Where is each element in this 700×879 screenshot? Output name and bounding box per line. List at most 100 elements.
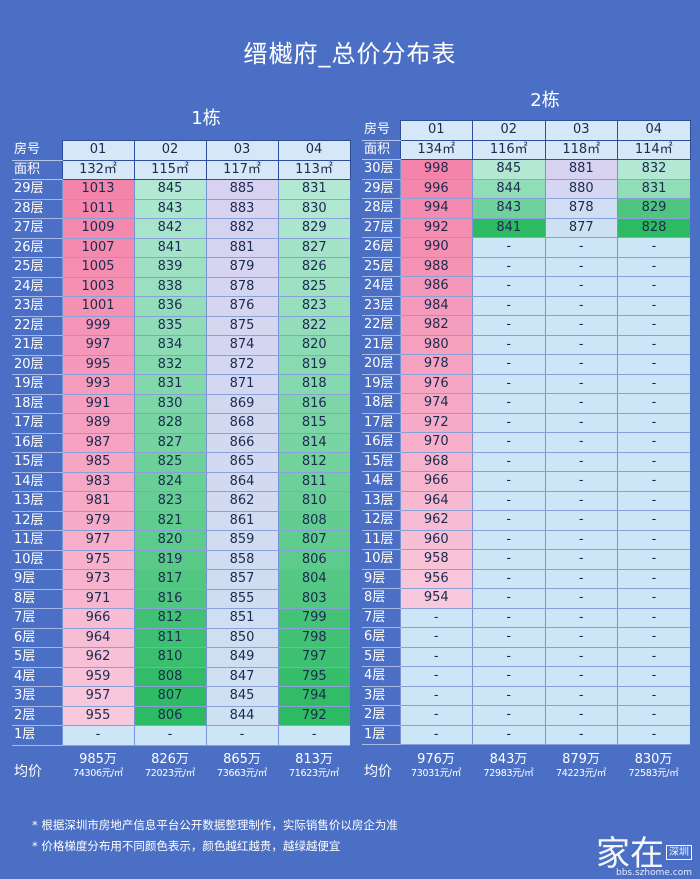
- floor-label: 8层: [362, 588, 400, 609]
- floor-row: 25层 988- - -: [362, 257, 690, 277]
- floor-label: 6层: [362, 627, 400, 648]
- building-title: 2栋: [530, 90, 560, 111]
- price-cell: 956: [399, 569, 473, 589]
- floor-row: 7层 - - - -: [362, 608, 690, 628]
- avg-cell: 843万 72983元/㎡: [473, 753, 545, 781]
- floor-row: 2层 955 806 844 792: [12, 706, 350, 726]
- price-cell: 827: [277, 238, 350, 258]
- floor-label: 23层: [362, 296, 400, 316]
- price-cell: 827: [133, 433, 206, 453]
- price-cell: -: [472, 608, 545, 628]
- price-cell: -: [544, 413, 618, 433]
- price-cell: 881: [544, 159, 618, 180]
- price-cell: -: [617, 510, 690, 531]
- price-cell: 989: [61, 413, 134, 434]
- floor-label: 13层: [12, 491, 62, 512]
- price-cell: -: [544, 588, 618, 609]
- price-cell: 957: [61, 686, 134, 707]
- price-cell: -: [544, 491, 618, 511]
- price-cell: 875: [205, 316, 278, 336]
- price-cell: 829: [617, 198, 690, 219]
- price-cell: 871: [205, 374, 278, 395]
- floor-label: 30层: [362, 159, 400, 180]
- price-cell: -: [472, 335, 545, 355]
- floor-row: 3层 - - - -: [362, 686, 690, 706]
- row-label: 房号: [12, 140, 62, 161]
- price-cell: -: [544, 374, 618, 394]
- price-cell: 855: [205, 589, 278, 609]
- floor-label: 27层: [362, 218, 400, 238]
- price-cell: 803: [277, 589, 350, 609]
- price-cell: -: [544, 686, 618, 706]
- floor-label: 7层: [362, 608, 400, 628]
- price-cell: 816: [277, 394, 350, 414]
- price-cell: 997: [61, 335, 134, 356]
- price-cell: 995: [61, 355, 134, 375]
- avg-label: 均价: [14, 764, 42, 780]
- floor-row: 6层 - - - -: [362, 627, 690, 648]
- price-cell: 962: [399, 510, 473, 531]
- price-cell: 883: [205, 199, 278, 219]
- floor-label: 4层: [12, 667, 62, 687]
- price-cell: 845: [205, 686, 278, 707]
- price-cell: 843: [133, 199, 206, 219]
- floor-row: 10层 975 819 858 806: [12, 550, 350, 570]
- floor-row: 6层 964 811 850 798: [12, 628, 350, 648]
- price-cell: 828: [617, 218, 690, 238]
- floor-label: 4层: [362, 666, 400, 687]
- price-cell: 816: [133, 589, 206, 609]
- price-cell: -: [544, 452, 618, 472]
- avg-total: 843万: [489, 752, 528, 767]
- floor-row: 11层 960- - -: [362, 530, 690, 550]
- floor-row: 24层 1003 838 878 825: [12, 277, 350, 297]
- price-cell: -: [617, 686, 690, 706]
- logo-sub: 深圳: [666, 845, 692, 860]
- floor-label: 28层: [362, 198, 400, 219]
- price-cell: -: [399, 705, 473, 726]
- price-cell: 794: [277, 686, 350, 707]
- price-cell: -: [544, 354, 618, 375]
- price-cell: 868: [205, 413, 278, 434]
- price-cell: 810: [133, 647, 206, 668]
- price-cell: -: [617, 257, 690, 277]
- price-cell: 1007: [61, 238, 134, 258]
- floor-row: 7层 966 812 851 799: [12, 608, 350, 629]
- floor-row: 21层 997 834 874 820: [12, 335, 350, 356]
- floor-row: 5层 - - - -: [362, 647, 690, 667]
- price-cell: 994: [399, 198, 473, 219]
- avg-unit-price: 73663元/㎡: [216, 768, 268, 779]
- price-cell: 807: [277, 530, 350, 551]
- price-cell: 959: [61, 667, 134, 687]
- price-cell: -: [544, 257, 618, 277]
- floor-label: 22层: [362, 315, 400, 336]
- floor-label: 16层: [362, 432, 400, 453]
- floor-label: 21层: [362, 335, 400, 355]
- floor-label: 11层: [362, 530, 400, 550]
- floor-row: 26层 990- - -: [362, 237, 690, 258]
- price-cell: 1011: [61, 199, 134, 219]
- price-cell: -: [617, 588, 690, 609]
- floor-label: 29层: [362, 179, 400, 199]
- area-header-row: 面积 132㎡ 115㎡ 117㎡ 113㎡: [12, 159, 351, 180]
- floor-label: 13层: [362, 491, 400, 511]
- price-cell: -: [617, 705, 690, 726]
- page-title: 缙樾府_总价分布表: [243, 40, 457, 68]
- price-cell: 822: [277, 316, 350, 336]
- price-cell: 864: [205, 472, 278, 492]
- floor-label: 25层: [12, 257, 62, 278]
- price-cell: 831: [133, 374, 206, 395]
- price-cell: -: [617, 452, 690, 472]
- floor-label: 14层: [12, 472, 62, 492]
- row-label: 房号: [362, 120, 400, 141]
- price-cell: 990: [399, 237, 473, 258]
- price-cell: 979: [61, 511, 134, 531]
- price-cell: -: [544, 432, 618, 453]
- price-cell: 879: [205, 257, 278, 278]
- price-cell: -: [472, 549, 545, 570]
- floor-label: 10层: [362, 549, 400, 570]
- price-cell: 976: [399, 374, 473, 394]
- avg-unit-price: 74306元/㎡: [72, 768, 124, 779]
- price-cell: -: [617, 354, 690, 375]
- avg-total: 830万: [634, 752, 673, 767]
- price-cell: 821: [133, 511, 206, 531]
